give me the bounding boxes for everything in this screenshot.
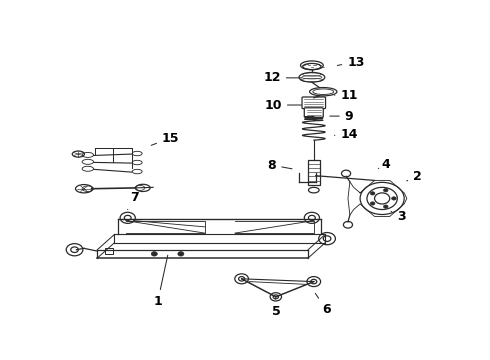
Text: 7: 7 — [128, 191, 139, 210]
Text: 9: 9 — [330, 109, 353, 123]
Circle shape — [392, 197, 396, 200]
FancyBboxPatch shape — [105, 248, 113, 255]
FancyBboxPatch shape — [308, 160, 320, 185]
Text: 10: 10 — [265, 99, 301, 112]
Text: 5: 5 — [272, 298, 281, 318]
FancyBboxPatch shape — [304, 108, 323, 117]
Text: 11: 11 — [335, 89, 358, 102]
Text: 13: 13 — [338, 55, 365, 68]
Text: 3: 3 — [391, 210, 405, 223]
Text: 8: 8 — [268, 159, 292, 172]
Circle shape — [370, 202, 375, 205]
Text: 6: 6 — [316, 293, 331, 316]
Text: 1: 1 — [153, 255, 168, 308]
Text: 4: 4 — [378, 158, 391, 171]
Text: 14: 14 — [334, 128, 358, 141]
Circle shape — [384, 205, 388, 208]
Text: 2: 2 — [407, 170, 422, 183]
Circle shape — [178, 252, 184, 256]
Circle shape — [151, 252, 157, 256]
FancyBboxPatch shape — [302, 97, 325, 109]
Text: 12: 12 — [263, 71, 301, 84]
Text: 15: 15 — [151, 131, 179, 145]
Circle shape — [384, 189, 388, 192]
Circle shape — [370, 192, 375, 195]
